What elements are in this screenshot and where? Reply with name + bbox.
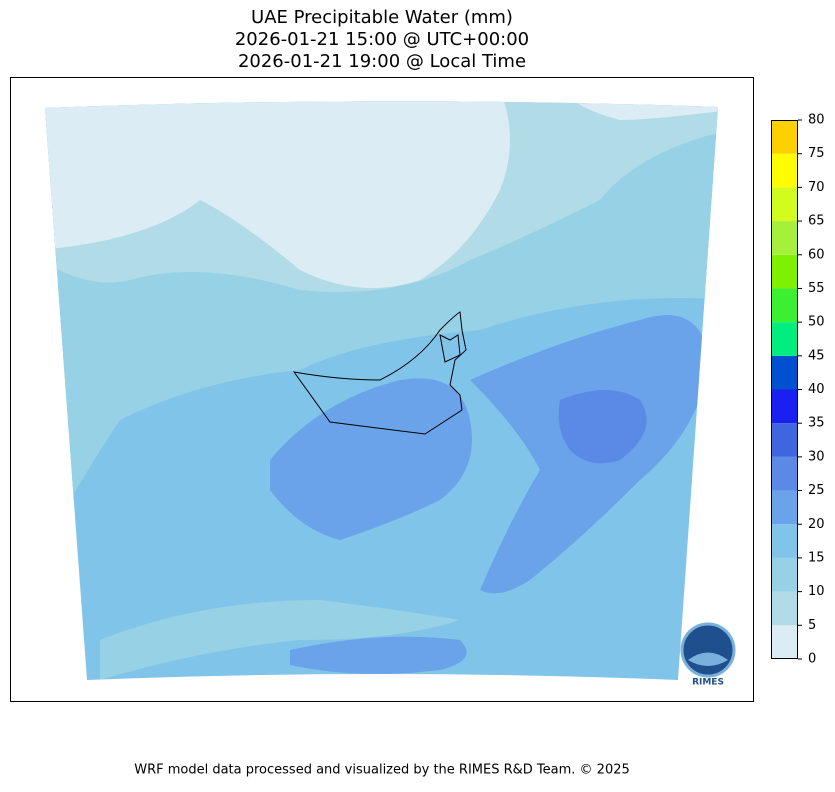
title-line: UAE Precipitable Water (mm) bbox=[251, 7, 513, 28]
colorbar-segment bbox=[771, 456, 798, 491]
footer: WRF model data processed and visualized … bbox=[134, 763, 630, 778]
colorbar-tick-label: 45 bbox=[808, 348, 825, 363]
colorbar-segment bbox=[771, 557, 798, 592]
colorbar-segment bbox=[771, 591, 798, 626]
border bbox=[439, 334, 461, 363]
title-line: 2026-01-21 15:00 @ UTC+00:00 bbox=[235, 29, 529, 50]
field-band bbox=[270, 378, 472, 540]
field-band bbox=[558, 390, 647, 464]
colorbar-tick-label: 40 bbox=[808, 382, 825, 397]
colorbar-tick-label: 80 bbox=[808, 113, 825, 128]
colorbar-tick-label: 15 bbox=[808, 550, 825, 565]
colorbar-segment bbox=[771, 254, 798, 289]
colorbar-segment bbox=[771, 524, 798, 558]
field-band bbox=[290, 636, 467, 674]
field bbox=[45, 101, 718, 681]
colorbar: 0 5 10 15 20 25 30 35 40 45 50 55 60 65 70 75 80 bbox=[771, 113, 825, 667]
colorbar-segment bbox=[771, 322, 798, 356]
field-band bbox=[560, 101, 718, 120]
colorbar-tick-label: 70 bbox=[808, 180, 825, 195]
colorbar-segment bbox=[771, 221, 798, 255]
field-band bbox=[100, 600, 460, 680]
colorbar-segment bbox=[771, 288, 798, 323]
colorbar-tick-label: 75 bbox=[808, 146, 825, 161]
colorbar-tick-label: 65 bbox=[808, 214, 825, 229]
colorbar-tick-label: 25 bbox=[808, 483, 825, 498]
colorbar-tick-label: 10 bbox=[808, 584, 825, 599]
title-line: 2026-01-21 19:00 @ Local Time bbox=[238, 51, 526, 72]
colorbar-segment bbox=[771, 120, 798, 154]
colorbar-segment bbox=[771, 355, 798, 390]
logo: RIMES bbox=[680, 622, 736, 688]
colorbar-segment bbox=[771, 187, 798, 222]
logo-text: RIMES bbox=[692, 678, 724, 688]
colorbar-segment bbox=[771, 423, 798, 457]
colorbar-segment bbox=[771, 490, 798, 525]
colorbar-tick-label: 5 bbox=[808, 618, 816, 633]
colorbar-tick-label: 35 bbox=[808, 416, 825, 431]
field-band bbox=[45, 101, 510, 288]
colorbar-tick-label: 50 bbox=[808, 315, 825, 330]
colorbar-segment bbox=[771, 153, 798, 188]
map-frame bbox=[10, 77, 754, 702]
logo-wave bbox=[688, 652, 728, 666]
colorbar-tick-label: 0 bbox=[808, 652, 816, 667]
uae-outline bbox=[292, 311, 467, 435]
logo-emblem bbox=[680, 622, 736, 678]
colorbar-tick-label: 60 bbox=[808, 247, 825, 262]
colorbar-frame bbox=[771, 120, 798, 659]
colorbar-segment bbox=[771, 625, 798, 659]
colorbar-tick-label: 20 bbox=[808, 517, 825, 532]
colorbar-tick-label: 30 bbox=[808, 449, 825, 464]
colorbar-tick-label: 55 bbox=[808, 281, 825, 296]
colorbar-segment bbox=[771, 389, 798, 424]
border bbox=[292, 311, 467, 435]
